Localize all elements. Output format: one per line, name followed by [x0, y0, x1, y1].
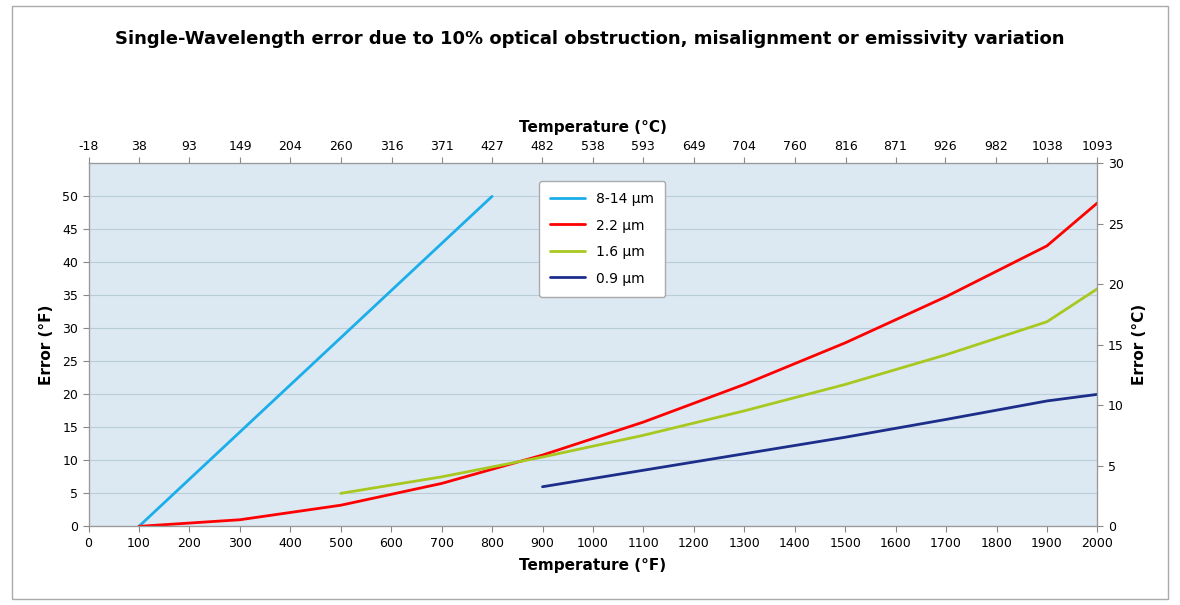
- Y-axis label: Error (°C): Error (°C): [1132, 304, 1147, 385]
- 2.2 μm: [939, 293, 953, 300]
- 2.2 μm: [838, 339, 852, 347]
- 0.9 μm: [636, 466, 650, 474]
- 2.2 μm: [434, 480, 448, 487]
- Line: 2.2 μm: 2.2 μm: [139, 203, 1097, 526]
- 0.9 μm: [1040, 397, 1054, 405]
- 2.2 μm: [636, 419, 650, 426]
- Legend: 8-14 μm, 2.2 μm, 1.6 μm, 0.9 μm: 8-14 μm, 2.2 μm, 1.6 μm, 0.9 μm: [539, 181, 666, 297]
- 2.2 μm: [1040, 242, 1054, 249]
- 2.2 μm: [536, 451, 550, 459]
- 0.9 μm: [1090, 391, 1104, 398]
- 1.6 μm: [1090, 285, 1104, 292]
- 0.9 μm: [838, 434, 852, 441]
- Text: Single-Wavelength error due to 10% optical obstruction, misalignment or emissivi: Single-Wavelength error due to 10% optic…: [116, 30, 1064, 48]
- 2.2 μm: [132, 523, 146, 530]
- 0.9 μm: [738, 450, 752, 457]
- 0.9 μm: [939, 416, 953, 423]
- 2.2 μm: [1090, 199, 1104, 206]
- 1.6 μm: [636, 431, 650, 439]
- 2.2 μm: [738, 381, 752, 388]
- Y-axis label: Error (°F): Error (°F): [39, 305, 54, 385]
- X-axis label: Temperature (°C): Temperature (°C): [519, 120, 667, 134]
- 0.9 μm: [536, 483, 550, 491]
- 1.6 μm: [939, 351, 953, 358]
- 1.6 μm: [536, 453, 550, 460]
- 1.6 μm: [1040, 318, 1054, 325]
- 2.2 μm: [334, 502, 348, 509]
- X-axis label: Temperature (°F): Temperature (°F): [519, 558, 667, 573]
- 1.6 μm: [434, 473, 448, 480]
- 1.6 μm: [838, 381, 852, 388]
- 1.6 μm: [738, 407, 752, 414]
- 2.2 μm: [232, 516, 247, 523]
- Line: 1.6 μm: 1.6 μm: [341, 289, 1097, 493]
- Line: 0.9 μm: 0.9 μm: [543, 394, 1097, 487]
- 1.6 μm: [334, 489, 348, 497]
